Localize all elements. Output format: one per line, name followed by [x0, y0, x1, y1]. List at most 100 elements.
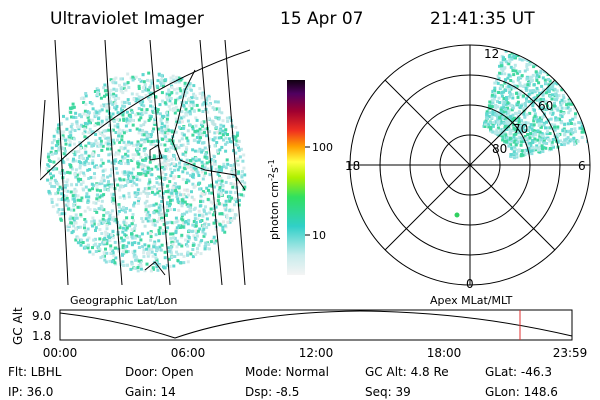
- pixel: [127, 86, 131, 89]
- pixel: [126, 121, 130, 125]
- pixel: [152, 203, 156, 207]
- pixel: [88, 127, 92, 131]
- pixel: [57, 148, 61, 152]
- pixel: [517, 148, 521, 152]
- pixel: [194, 221, 198, 224]
- pixel: [157, 229, 161, 233]
- pixel: [98, 237, 102, 241]
- pixel: [234, 143, 238, 147]
- pixel: [513, 116, 516, 120]
- pixel: [125, 178, 129, 182]
- pixel: [46, 178, 50, 182]
- pixel: [238, 155, 242, 159]
- pixel: [554, 75, 558, 79]
- pixel: [570, 127, 574, 131]
- pixel: [540, 84, 544, 88]
- pixel: [229, 217, 233, 221]
- pixel: [95, 197, 99, 201]
- pixel: [101, 133, 105, 137]
- pixel: [503, 81, 507, 85]
- pixel: [171, 186, 175, 190]
- pixel: [134, 99, 138, 103]
- pixel: [132, 181, 136, 185]
- pixel: [160, 122, 164, 126]
- pixel: [114, 81, 118, 85]
- pixel: [502, 67, 506, 71]
- pixel: [54, 192, 58, 196]
- pixel: [498, 101, 502, 104]
- pixel: [533, 90, 537, 94]
- pixel: [215, 141, 219, 144]
- pixel: [161, 131, 165, 135]
- pixel: [183, 212, 186, 216]
- pixel: [147, 244, 151, 248]
- pixel: [507, 84, 511, 88]
- pixel: [120, 109, 124, 113]
- pixel: [541, 115, 544, 119]
- pixel: [566, 122, 570, 126]
- pixel: [204, 171, 207, 175]
- pixel: [524, 88, 528, 92]
- pixel: [197, 181, 201, 185]
- pixel: [171, 74, 175, 78]
- pixel: [138, 128, 142, 132]
- pixel: [205, 226, 209, 229]
- pixel: [169, 76, 173, 80]
- pixel: [123, 82, 127, 86]
- pixel: [142, 123, 146, 127]
- pixel: [110, 168, 114, 172]
- pixel: [84, 102, 88, 106]
- pixel: [550, 141, 554, 144]
- pixel: [129, 118, 133, 122]
- pixel: [112, 236, 115, 240]
- pixel: [136, 165, 140, 169]
- pixel: [74, 221, 78, 225]
- pixel: [95, 142, 99, 145]
- pixel: [241, 170, 244, 173]
- pixel: [148, 86, 152, 90]
- pixel: [76, 125, 79, 129]
- pixel: [499, 67, 503, 71]
- pixel: [111, 230, 115, 234]
- pixel: [208, 102, 212, 105]
- pixel: [90, 220, 94, 224]
- pixel: [107, 183, 111, 187]
- pixel: [166, 95, 170, 98]
- pixel: [517, 117, 521, 121]
- pixel: [90, 222, 94, 226]
- pixel: [184, 150, 188, 154]
- pixel: [142, 111, 146, 115]
- pixel: [93, 124, 97, 127]
- pixel: [542, 139, 546, 143]
- pixel: [194, 224, 198, 228]
- pixel: [496, 105, 500, 109]
- timeline-x-tick: 12:00: [299, 346, 334, 360]
- pixel: [57, 123, 60, 127]
- pixel: [76, 205, 80, 209]
- pixel: [56, 140, 60, 143]
- pixel: [528, 136, 532, 140]
- pixel: [149, 91, 153, 95]
- pixel: [191, 175, 194, 179]
- pixel: [498, 130, 502, 134]
- pixel: [174, 163, 178, 167]
- pixel: [149, 269, 153, 273]
- lat-label: 70: [513, 122, 528, 136]
- pixel: [217, 117, 221, 121]
- pixel: [495, 79, 498, 83]
- pixel: [215, 126, 219, 129]
- pixel: [79, 243, 83, 247]
- pixel: [201, 164, 204, 168]
- pixel: [112, 120, 116, 123]
- pixel: [145, 137, 149, 141]
- pixel: [101, 169, 105, 173]
- pixel: [500, 90, 504, 94]
- pixel: [82, 188, 85, 192]
- pixel: [190, 190, 193, 194]
- pixel: [541, 136, 545, 140]
- pixel: [512, 67, 516, 70]
- pixel: [180, 204, 184, 208]
- pixel: [170, 198, 174, 202]
- pixel: [72, 224, 76, 228]
- pixel: [101, 161, 105, 165]
